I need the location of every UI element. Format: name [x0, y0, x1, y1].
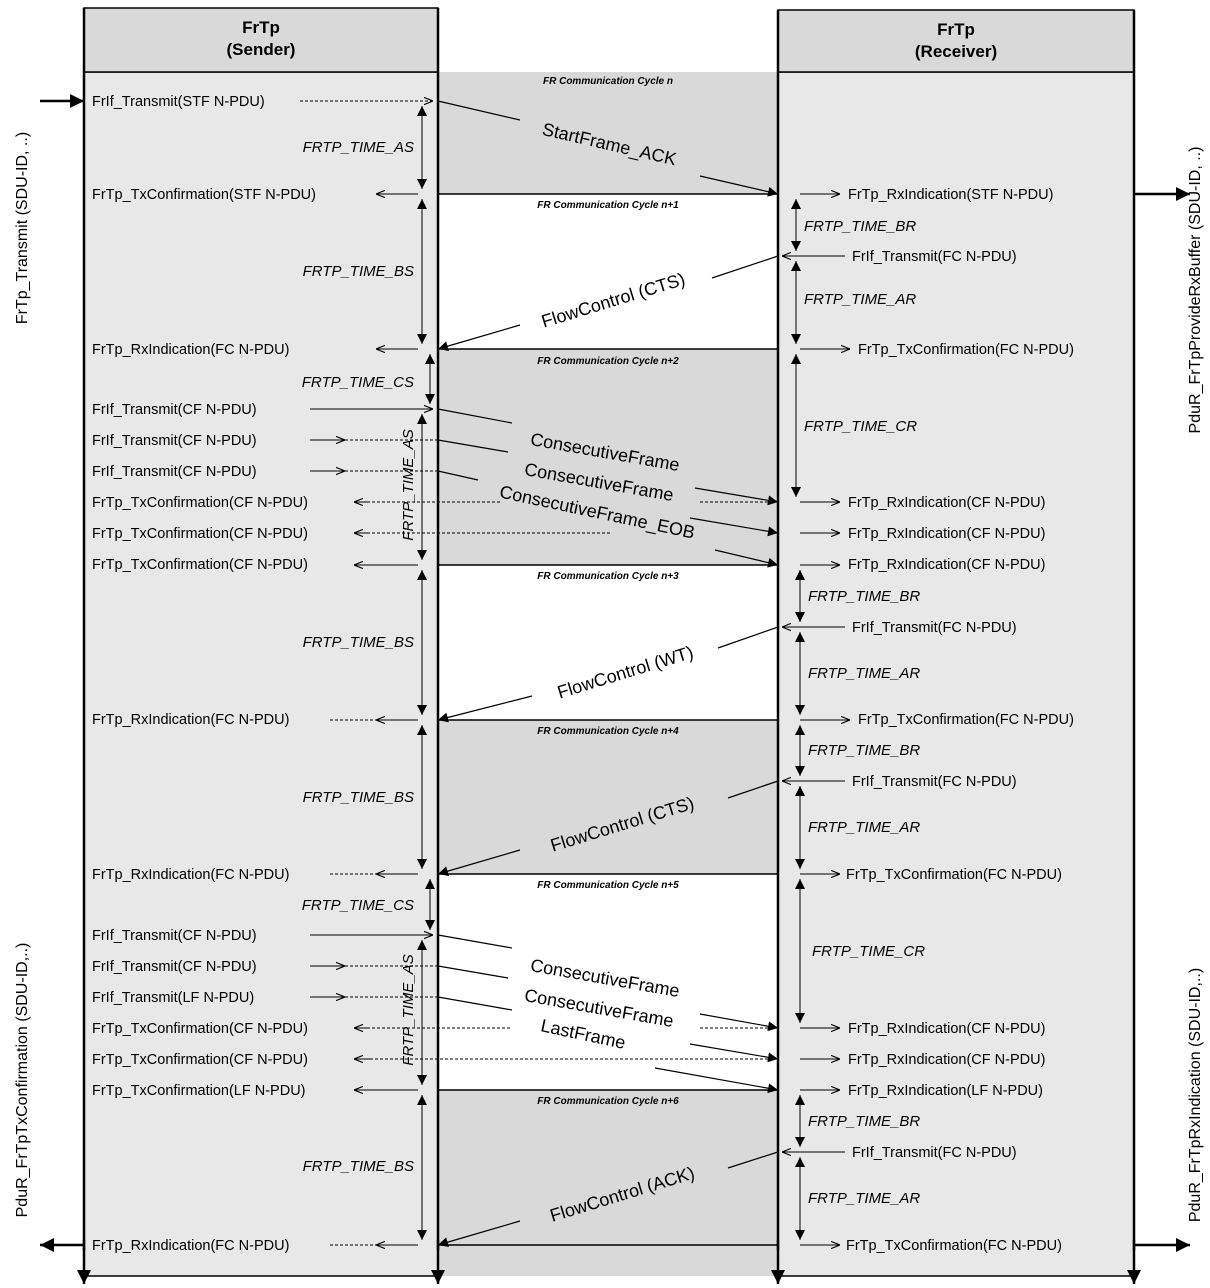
cycle-label-n2: FR Communication Cycle n+2	[537, 356, 679, 367]
receiver-msg: FrIf_Transmit(FC N-PDU)	[852, 620, 1017, 636]
receiver-timer: FRTP_TIME_AR	[808, 819, 920, 836]
receiver-timer: FRTP_TIME_CR	[804, 418, 917, 435]
cycle-label-n: FR Communication Cycle n	[543, 76, 673, 87]
receiver-msg: FrIf_Transmit(FC N-PDU)	[852, 774, 1017, 790]
receiver-timer: FRTP_TIME_BR	[808, 742, 920, 759]
sender-msg: FrIf_Transmit(CF N-PDU)	[92, 464, 257, 480]
receiver-msg: FrTp_TxConfirmation(FC N-PDU)	[846, 1238, 1062, 1254]
receiver-lane	[777, 71, 1135, 1277]
sender-msg: FrIf_Transmit(CF N-PDU)	[92, 433, 257, 449]
sender-timer: FRTP_TIME_AS	[400, 954, 417, 1065]
sender-msg: FrTp_TxConfirmation(CF N-PDU)	[92, 1052, 308, 1068]
frame-label: FlowControl (WT)	[555, 642, 696, 702]
receiver-msg: FrTp_RxIndication(CF N-PDU)	[848, 1052, 1045, 1068]
cycle-label-n4: FR Communication Cycle n+4	[537, 726, 679, 737]
cycle-label-n3: FR Communication Cycle n+3	[537, 571, 679, 582]
sender-timer: FRTP_TIME_BS	[303, 789, 414, 806]
sender-msg: FrTp_RxIndication(FC N-PDU)	[92, 712, 289, 728]
sender-header-subtitle: (Sender)	[227, 40, 296, 59]
sender-timer: FRTP_TIME_CS	[302, 897, 414, 914]
frame-label: FlowControl (CTS)	[539, 269, 687, 332]
side-label-rx-indication: PduR_FrTpRxIndication (SDU-ID,..)	[1187, 968, 1204, 1222]
receiver-msg: FrIf_Transmit(FC N-PDU)	[852, 249, 1017, 265]
sender-msg: FrIf_Transmit(CF N-PDU)	[92, 402, 257, 418]
sender-timer: FRTP_TIME_CS	[302, 374, 414, 391]
receiver-header-subtitle: (Receiver)	[915, 42, 997, 61]
sender-msg: FrTp_TxConfirmation(CF N-PDU)	[92, 1021, 308, 1037]
cycle-band-n4	[438, 720, 778, 874]
sender-lane	[83, 71, 439, 1277]
receiver-header-box	[777, 9, 1135, 73]
sender-timer: FRTP_TIME_BS	[303, 263, 414, 280]
sender-timer: FRTP_TIME_AS	[303, 139, 414, 156]
cycle-label-n5: FR Communication Cycle n+5	[537, 880, 679, 891]
receiver-msg: FrTp_RxIndication(CF N-PDU)	[848, 495, 1045, 511]
sender-timer: FRTP_TIME_BS	[303, 1158, 414, 1175]
sender-msg: FrIf_Transmit(STF N-PDU)	[92, 94, 265, 110]
receiver-timer: FRTP_TIME_AR	[808, 665, 920, 682]
cycle-band-n6	[438, 1090, 778, 1276]
sender-msg: FrTp_RxIndication(FC N-PDU)	[92, 867, 289, 883]
cycle-band-n2	[438, 349, 778, 565]
receiver-timer: FRTP_TIME_AR	[804, 291, 916, 308]
receiver-timer: FRTP_TIME_CR	[812, 943, 925, 960]
receiver-msg: FrTp_RxIndication(CF N-PDU)	[848, 1021, 1045, 1037]
receiver-timer: FRTP_TIME_BR	[804, 218, 916, 235]
frame-label: LastFrame	[539, 1015, 627, 1052]
cycle-label-n1: FR Communication Cycle n+1	[537, 200, 679, 211]
sender-msg: FrTp_TxConfirmation(CF N-PDU)	[92, 495, 308, 511]
cycle-label-n6: FR Communication Cycle n+6	[537, 1096, 679, 1107]
side-label-provide-rx-buffer: PduR_FrTpProvideRxBuffer (SDU-ID, ..)	[1187, 147, 1204, 434]
sender-msg: FrTp_TxConfirmation(CF N-PDU)	[92, 526, 308, 542]
receiver-timer: FRTP_TIME_AR	[808, 1190, 920, 1207]
sender-msg: FrIf_Transmit(CF N-PDU)	[92, 959, 257, 975]
side-label-frtp-transmit: FrTp_Transmit (SDU-ID, ..)	[14, 132, 31, 324]
side-label-tx-confirmation: PduR_FrTpTxConfirmation (SDU-ID,..)	[14, 943, 31, 1218]
sender-msg: FrTp_TxConfirmation(STF N-PDU)	[92, 187, 316, 203]
sender-header-title: FrTp	[242, 18, 280, 37]
receiver-msg: FrTp_TxConfirmation(FC N-PDU)	[858, 342, 1074, 358]
receiver-msg: FrIf_Transmit(FC N-PDU)	[852, 1145, 1017, 1161]
sender-msg: FrIf_Transmit(LF N-PDU)	[92, 990, 254, 1006]
receiver-timer: FRTP_TIME_BR	[808, 588, 920, 605]
receiver-msg: FrTp_TxConfirmation(FC N-PDU)	[858, 712, 1074, 728]
cycle-band-n	[438, 72, 778, 194]
receiver-header-title: FrTp	[937, 20, 975, 39]
receiver-msg: FrTp_TxConfirmation(FC N-PDU)	[846, 867, 1062, 883]
receiver-msg: FrTp_RxIndication(STF N-PDU)	[848, 187, 1053, 203]
sender-msg: FrIf_Transmit(CF N-PDU)	[92, 928, 257, 944]
sender-msg: FrTp_RxIndication(FC N-PDU)	[92, 342, 289, 358]
receiver-msg: FrTp_RxIndication(LF N-PDU)	[848, 1083, 1043, 1099]
sender-msg: FrTp_TxConfirmation(LF N-PDU)	[92, 1083, 306, 1099]
receiver-timer: FRTP_TIME_BR	[808, 1113, 920, 1130]
receiver-msg: FrTp_RxIndication(CF N-PDU)	[848, 526, 1045, 542]
sender-timer: FRTP_TIME_BS	[303, 634, 414, 651]
receiver-msg: FrTp_RxIndication(CF N-PDU)	[848, 557, 1045, 573]
sender-msg: FrTp_RxIndication(FC N-PDU)	[92, 1238, 289, 1254]
sender-timer: FRTP_TIME_AS	[400, 429, 417, 540]
sender-msg: FrTp_TxConfirmation(CF N-PDU)	[92, 557, 308, 573]
